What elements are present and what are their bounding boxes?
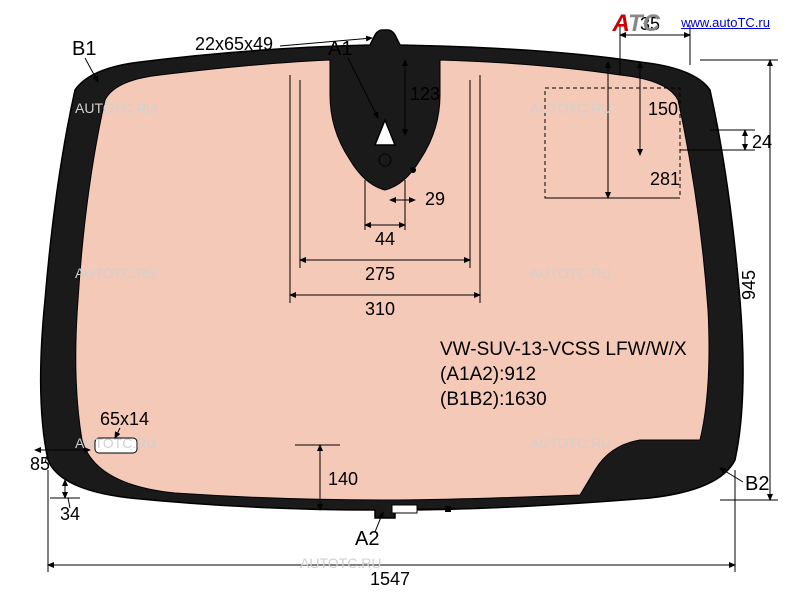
dim-123: 123: [410, 84, 440, 104]
dim-275: 275: [365, 264, 395, 284]
dim-150: 150: [648, 99, 678, 119]
dim-945: 945: [739, 270, 759, 300]
dim-65x14: 65x14: [100, 409, 149, 429]
part-number-line2: (A1A2):912: [440, 364, 536, 385]
label-b2: B2: [745, 473, 769, 495]
logo-tc: TC: [628, 10, 660, 37]
dim-140: 140: [328, 469, 358, 489]
dim-24: 24: [752, 132, 772, 152]
logo-a: A: [612, 10, 628, 37]
dim-44: 44: [375, 229, 395, 249]
source-url[interactable]: www.autoTC.ru: [681, 15, 770, 30]
part-number-line1: VW-SUV-13-VCSS LFW/W/X: [440, 339, 687, 360]
dim-top-notch: 22x65x49: [195, 34, 273, 54]
dim-1547: 1547: [370, 569, 410, 589]
dim-29: 29: [425, 189, 445, 209]
dim-281: 281: [650, 169, 680, 189]
label-b1: B1: [72, 38, 96, 60]
dim-310: 310: [365, 299, 395, 319]
bottom-connector: [392, 505, 417, 513]
part-number-line3: (B1B2):1630: [440, 389, 547, 410]
logo: ATC: [612, 10, 660, 38]
vin-window: [95, 438, 137, 453]
windshield-diagram: A1 B1 B2 A2 22x65x49 35 24 123 150 281 2…: [0, 0, 800, 600]
sensor-small-dot: [410, 167, 416, 173]
connector-end: [445, 506, 451, 512]
